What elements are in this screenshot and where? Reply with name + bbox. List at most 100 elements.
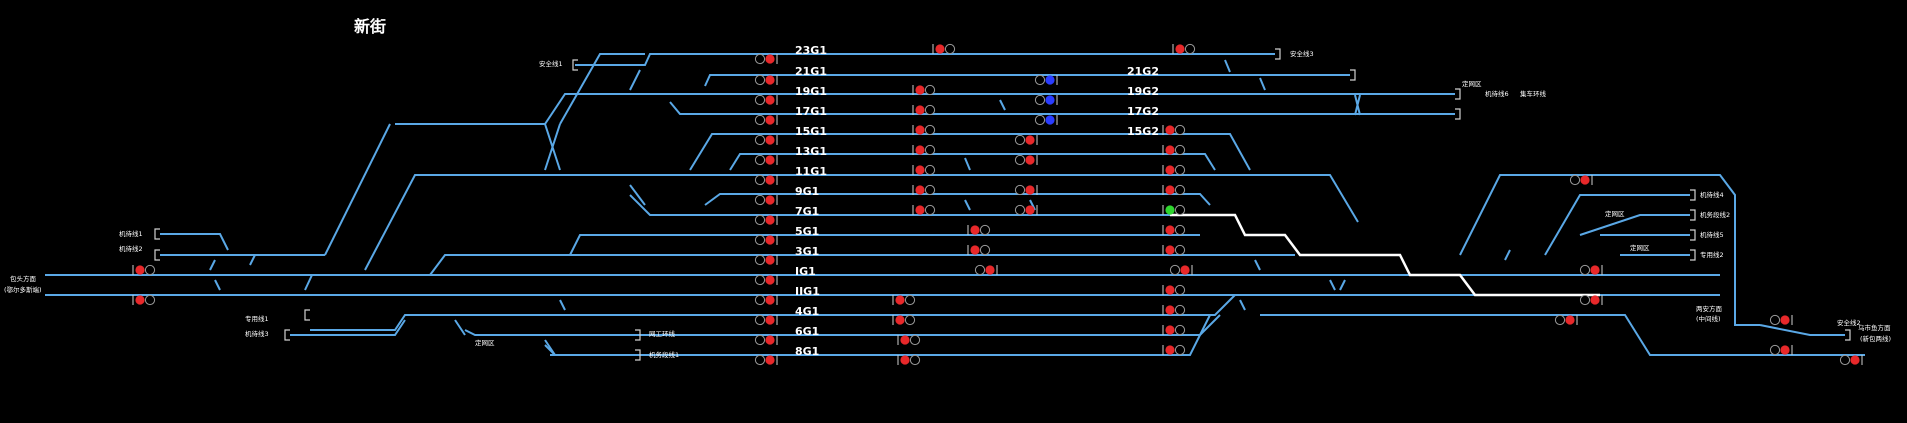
signal-lamp-lit: [985, 265, 995, 275]
active-route: [1170, 213, 1600, 297]
signal-icon[interactable]: [754, 134, 778, 146]
signal-icon[interactable]: [1769, 344, 1793, 356]
signal-icon[interactable]: [1014, 154, 1038, 166]
label-21g1: 21G1: [795, 65, 827, 78]
signal-icon[interactable]: [1839, 354, 1863, 366]
signal-icon[interactable]: [754, 334, 778, 346]
signal-icon[interactable]: [1769, 314, 1793, 326]
signal-icon[interactable]: [754, 174, 778, 186]
signal-lamp-off: [754, 354, 766, 366]
signal-icon[interactable]: [754, 53, 778, 65]
signal-icon[interactable]: [1579, 264, 1603, 276]
signal-icon[interactable]: [132, 294, 156, 306]
label-13g1: 13G1: [795, 145, 827, 158]
label-liangan-sub: (中间线): [1696, 314, 1721, 323]
signal-icon[interactable]: [1162, 184, 1186, 196]
signal-lamp-off: [1839, 354, 1851, 366]
signal-icon[interactable]: [1162, 144, 1186, 156]
mid-diag-1: [964, 157, 971, 171]
signal-icon[interactable]: [1014, 184, 1038, 196]
mid-diag-2: [964, 199, 971, 211]
signal-lamp-off: [1569, 174, 1581, 186]
signal-icon[interactable]: [754, 354, 778, 366]
signal-icon[interactable]: [1014, 204, 1038, 216]
signal-icon[interactable]: [754, 74, 778, 86]
signal-icon[interactable]: [1034, 114, 1058, 126]
signal-lamp-off: [754, 314, 766, 326]
signal-icon[interactable]: [892, 294, 916, 306]
left-diag-5: [209, 259, 216, 271]
signal-icon[interactable]: [967, 224, 991, 236]
signal-icon[interactable]: [932, 43, 956, 55]
signal-lamp-off: [909, 334, 921, 346]
signal-icon[interactable]: [912, 84, 936, 96]
signal-icon[interactable]: [754, 154, 778, 166]
track-3g: [429, 254, 1295, 276]
signal-lamp-off: [1034, 114, 1046, 126]
signal-icon[interactable]: [912, 204, 936, 216]
signal-lamp-lit: [1165, 125, 1175, 135]
left-diag-2: [559, 53, 645, 125]
signal-icon[interactable]: [1162, 344, 1186, 356]
label-15g2: 15G2: [1127, 125, 1159, 138]
signal-lamp-off: [924, 124, 936, 136]
signal-icon[interactable]: [967, 244, 991, 256]
signal-icon[interactable]: [912, 104, 936, 116]
track-11g: [364, 174, 1359, 271]
signal-icon[interactable]: [1014, 134, 1038, 146]
signal-icon[interactable]: [1162, 224, 1186, 236]
signal-lamp-lit: [915, 125, 925, 135]
signal-icon[interactable]: [1569, 174, 1593, 186]
signal-lamp-off: [1184, 43, 1196, 55]
signal-icon[interactable]: [754, 294, 778, 306]
signal-lamp-lit: [135, 295, 145, 305]
signal-icon[interactable]: [897, 334, 921, 346]
signal-icon[interactable]: [754, 94, 778, 106]
signal-icon[interactable]: [754, 274, 778, 286]
signal-icon[interactable]: [1172, 43, 1196, 55]
signal-icon[interactable]: [892, 314, 916, 326]
signal-icon[interactable]: [1034, 74, 1058, 86]
signal-lamp-lit: [1165, 185, 1175, 195]
signal-icon[interactable]: [1169, 264, 1193, 276]
cross-b: [544, 123, 561, 171]
signal-icon[interactable]: [1162, 304, 1186, 316]
signal-icon[interactable]: [754, 234, 778, 246]
signal-icon[interactable]: [1554, 314, 1578, 326]
mid-diag-4: [1224, 59, 1231, 73]
signal-icon[interactable]: [754, 114, 778, 126]
signal-icon[interactable]: [912, 164, 936, 176]
label-iig1: IIG1: [795, 285, 820, 298]
signal-icon[interactable]: [897, 354, 921, 366]
signal-icon[interactable]: [974, 264, 998, 276]
signal-lamp-lit: [765, 295, 775, 305]
signal-lamp-off: [1174, 204, 1186, 216]
label-dingwang1: 定网区: [1462, 79, 1482, 88]
signal-icon[interactable]: [1162, 284, 1186, 296]
signal-lamp-off: [754, 194, 766, 206]
label-jiyou3: 机待线3: [245, 329, 269, 338]
signal-icon[interactable]: [912, 124, 936, 136]
signal-icon[interactable]: [754, 214, 778, 226]
signal-icon[interactable]: [1162, 324, 1186, 336]
signal-icon[interactable]: [1162, 164, 1186, 176]
signal-icon[interactable]: [754, 254, 778, 266]
signal-icon[interactable]: [754, 314, 778, 326]
signal-icon[interactable]: [1162, 244, 1186, 256]
signal-icon[interactable]: [1034, 94, 1058, 106]
signal-lamp-off: [979, 244, 991, 256]
signal-icon[interactable]: [912, 184, 936, 196]
signal-icon[interactable]: [1579, 294, 1603, 306]
label-11g1: 11G1: [795, 165, 827, 178]
signal-icon[interactable]: [754, 194, 778, 206]
signal-lamp-lit: [1025, 205, 1035, 215]
signal-icon[interactable]: [912, 144, 936, 156]
signal-lamp-off: [144, 264, 156, 276]
signal-icon[interactable]: [1162, 204, 1186, 216]
signal-lamp-off: [1554, 314, 1566, 326]
signal-icon[interactable]: [1162, 124, 1186, 136]
signal-lamp-off: [1174, 284, 1186, 296]
track-19g: [395, 93, 1455, 125]
signal-icon[interactable]: [132, 264, 156, 276]
